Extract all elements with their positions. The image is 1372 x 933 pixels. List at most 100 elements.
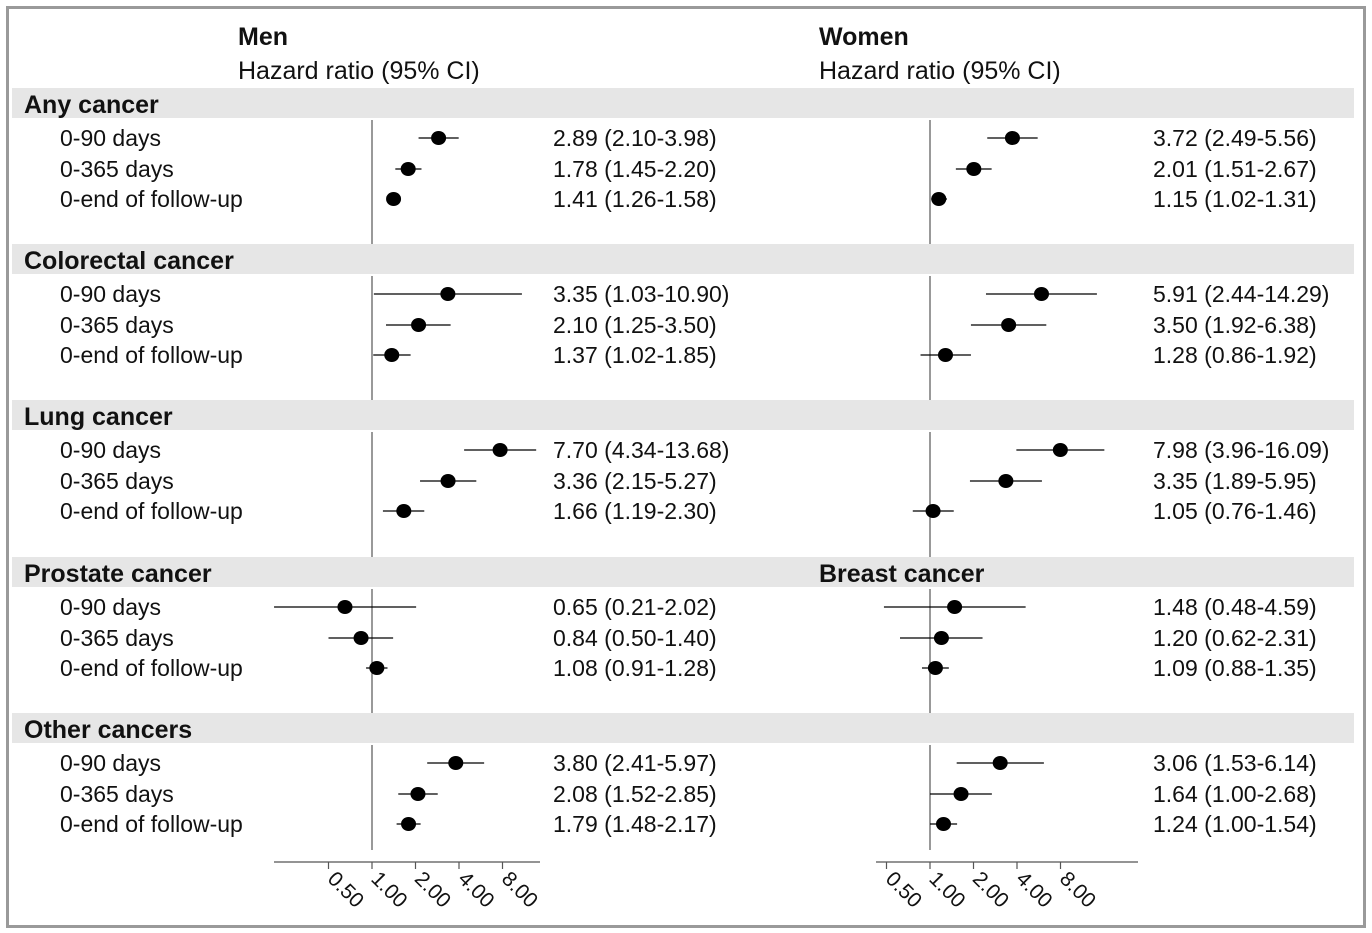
section-label-women: Breast cancer <box>819 560 985 588</box>
women-hr-point <box>1001 318 1017 332</box>
men-hr-label: 0.65 (0.21-2.02) <box>553 594 717 620</box>
row-label: 0-end of follow-up <box>60 186 243 212</box>
men-hr-label: 0.84 (0.50-1.40) <box>553 625 717 651</box>
row-label: 0-90 days <box>60 594 161 620</box>
section-band-4 <box>12 557 1354 587</box>
men-hr-point <box>410 787 426 801</box>
row-label: 0-365 days <box>60 625 174 651</box>
row-label: 0-90 days <box>60 750 161 776</box>
men-hr-label: 3.35 (1.03-10.90) <box>553 281 729 307</box>
women-hr-point <box>1052 443 1068 457</box>
women-hr-point <box>937 348 953 362</box>
section-label: Any cancer <box>24 91 159 119</box>
women-hr-label: 3.72 (2.49-5.56) <box>1153 125 1317 151</box>
men-hr-point <box>440 287 456 301</box>
women-hr-label: 1.09 (0.88-1.35) <box>1153 655 1317 681</box>
women-hr-label: 1.15 (1.02-1.31) <box>1153 186 1317 212</box>
row-label: 0-365 days <box>60 156 174 182</box>
women-x-tick-label: 8.00 <box>1055 867 1100 912</box>
women-hr-point <box>947 600 963 614</box>
section-band-3 <box>12 400 1354 430</box>
row-label: 0-90 days <box>60 437 161 463</box>
men-hr-point <box>440 474 456 488</box>
row-label: 0-end of follow-up <box>60 811 243 837</box>
men-x-tick-label: 1.00 <box>366 867 411 912</box>
women-hr-point <box>931 192 947 206</box>
women-x-tick-label: 4.00 <box>1011 867 1056 912</box>
men-hr-label: 3.80 (2.41-5.97) <box>553 750 717 776</box>
women-panel-title: Women <box>819 23 909 51</box>
men-hr-label: 7.70 (4.34-13.68) <box>553 437 729 463</box>
section-label: Colorectal cancer <box>24 247 234 275</box>
section-label: Prostate cancer <box>24 560 212 588</box>
women-hr-label: 1.48 (0.48-4.59) <box>1153 594 1317 620</box>
figure-frame <box>6 6 1366 928</box>
men-hr-point <box>400 162 416 176</box>
men-x-tick-label: 2.00 <box>410 867 455 912</box>
men-hr-label: 2.10 (1.25-3.50) <box>553 312 717 338</box>
women-hr-point <box>998 474 1014 488</box>
men-hr-label: 2.89 (2.10-3.98) <box>553 125 717 151</box>
section-band-5 <box>12 713 1354 743</box>
row-label: 0-90 days <box>60 281 161 307</box>
men-hr-label: 1.08 (0.91-1.28) <box>553 655 717 681</box>
women-x-tick-label: 0.50 <box>881 867 926 912</box>
women-hr-point <box>953 787 969 801</box>
section-band-1 <box>12 88 1354 118</box>
women-hr-label: 1.24 (1.00-1.54) <box>1153 811 1317 837</box>
women-hr-point <box>992 756 1008 770</box>
row-label: 0-end of follow-up <box>60 655 243 681</box>
women-x-tick-label: 2.00 <box>968 867 1013 912</box>
women-hr-point <box>1004 131 1020 145</box>
men-hr-point <box>386 192 402 206</box>
women-hr-point <box>933 631 949 645</box>
men-hr-point <box>448 756 464 770</box>
men-hr-label: 2.08 (1.52-2.85) <box>553 781 717 807</box>
men-hr-label: 1.78 (1.45-2.20) <box>553 156 717 182</box>
men-hr-point <box>337 600 353 614</box>
women-panel-subtitle: Hazard ratio (95% CI) <box>819 57 1061 85</box>
row-label: 0-365 days <box>60 312 174 338</box>
section-band-2 <box>12 244 1354 274</box>
row-label: 0-end of follow-up <box>60 498 243 524</box>
men-panel-title: Men <box>238 23 288 51</box>
section-label: Lung cancer <box>24 403 173 431</box>
women-hr-point <box>925 504 941 518</box>
women-hr-label: 3.50 (1.92-6.38) <box>1153 312 1317 338</box>
row-label: 0-365 days <box>60 468 174 494</box>
women-hr-label: 1.20 (0.62-2.31) <box>1153 625 1317 651</box>
men-hr-point <box>492 443 508 457</box>
row-label: 0-end of follow-up <box>60 342 243 368</box>
men-hr-label: 1.37 (1.02-1.85) <box>553 342 717 368</box>
women-hr-label: 1.64 (1.00-2.68) <box>1153 781 1317 807</box>
women-hr-label: 3.06 (1.53-6.14) <box>1153 750 1317 776</box>
women-x-tick-label: 1.00 <box>924 867 969 912</box>
men-hr-point <box>369 661 385 675</box>
women-hr-label: 7.98 (3.96-16.09) <box>1153 437 1329 463</box>
men-hr-point <box>411 318 427 332</box>
women-hr-label: 1.28 (0.86-1.92) <box>1153 342 1317 368</box>
men-hr-label: 3.36 (2.15-5.27) <box>553 468 717 494</box>
row-label: 0-365 days <box>60 781 174 807</box>
men-hr-point <box>396 504 412 518</box>
men-hr-point <box>353 631 369 645</box>
men-hr-label: 1.66 (1.19-2.30) <box>553 498 717 524</box>
women-hr-point <box>935 817 951 831</box>
row-label: 0-90 days <box>60 125 161 151</box>
men-hr-label: 1.79 (1.48-2.17) <box>553 811 717 837</box>
women-hr-label: 2.01 (1.51-2.67) <box>1153 156 1317 182</box>
men-hr-point <box>431 131 447 145</box>
men-hr-point <box>401 817 417 831</box>
men-hr-label: 1.41 (1.26-1.58) <box>553 186 717 212</box>
men-panel-subtitle: Hazard ratio (95% CI) <box>238 57 480 85</box>
women-hr-label: 1.05 (0.76-1.46) <box>1153 498 1317 524</box>
men-x-tick-label: 0.50 <box>323 867 368 912</box>
section-label: Other cancers <box>24 716 192 744</box>
women-hr-label: 5.91 (2.44-14.29) <box>1153 281 1329 307</box>
women-hr-point <box>1033 287 1049 301</box>
men-hr-point <box>384 348 400 362</box>
women-hr-point <box>927 661 943 675</box>
men-x-tick-label: 8.00 <box>497 867 542 912</box>
women-hr-point <box>966 162 982 176</box>
